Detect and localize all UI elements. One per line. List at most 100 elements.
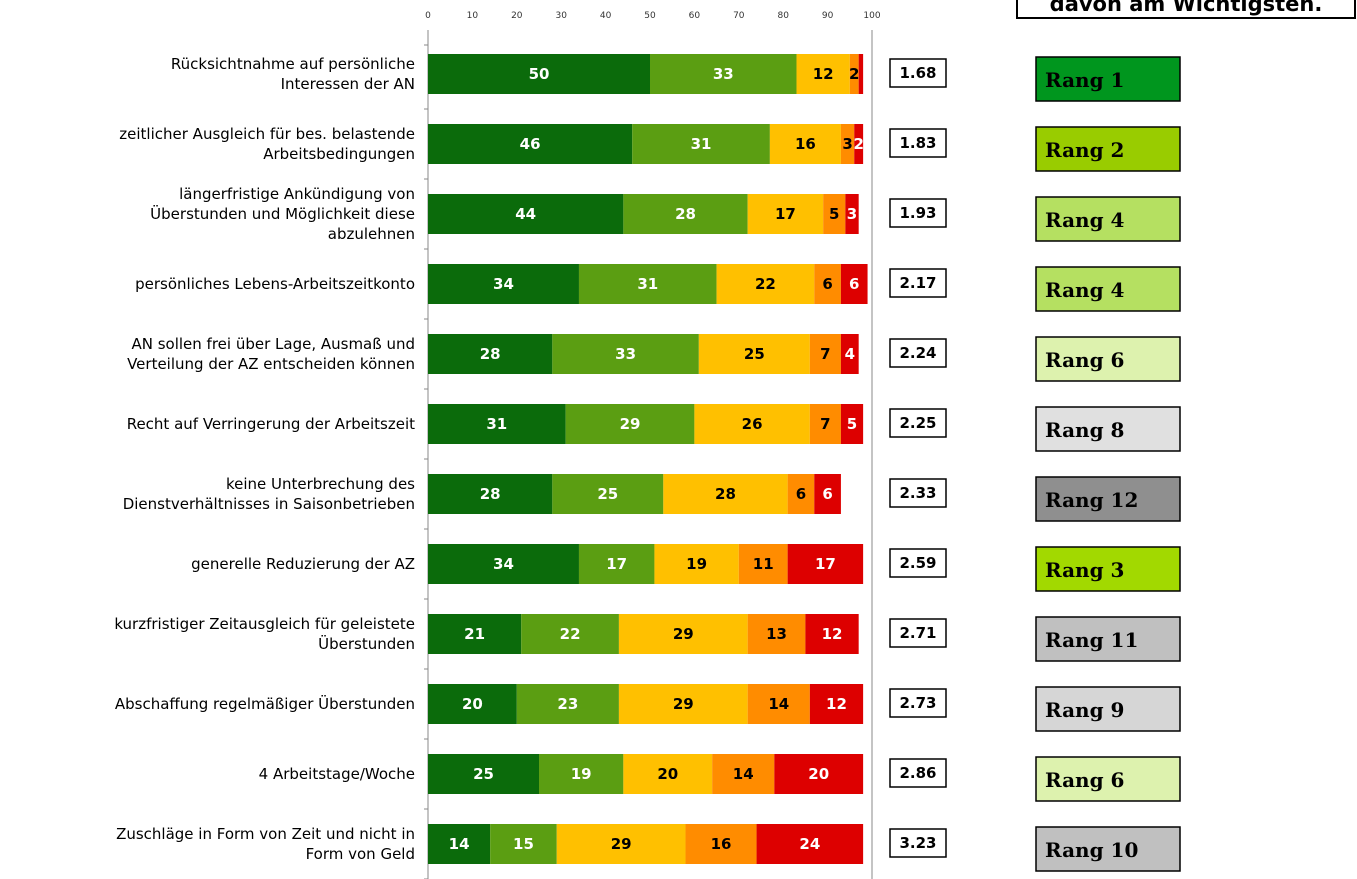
- bar-segment: [556, 824, 686, 864]
- header: davon am Wichtigsten.: [1050, 0, 1323, 16]
- bar-segment: [845, 194, 859, 234]
- x-tick-label: 90: [822, 11, 834, 21]
- bar-segment: [654, 544, 739, 584]
- bar-segment: [814, 264, 841, 304]
- data-label: 17: [606, 555, 627, 573]
- bar-segment: [565, 404, 695, 444]
- category-label: 4 Arbeitstage/Woche: [258, 765, 415, 783]
- data-label: 28: [480, 485, 501, 503]
- average-value: 2.71: [899, 624, 936, 642]
- data-label: 2: [853, 135, 863, 153]
- bar-segment: [854, 124, 864, 164]
- x-tick-label: 70: [733, 11, 745, 21]
- data-label: 29: [611, 835, 632, 853]
- bar-segment: [516, 684, 619, 724]
- bar-segment: [823, 194, 846, 234]
- rank-box: [1035, 686, 1181, 732]
- bar-segment: [796, 54, 850, 94]
- data-label: 20: [808, 765, 829, 783]
- average-box: [889, 58, 947, 88]
- bar-segment: [787, 544, 864, 584]
- x-tick-label: 20: [511, 11, 523, 21]
- data-label: 31: [486, 415, 507, 433]
- data-label: 5: [847, 415, 857, 433]
- data-label: 12: [826, 695, 847, 713]
- category-label: Recht auf Verringerung der Arbeitszeit: [126, 415, 415, 433]
- bar-segment: [428, 824, 491, 864]
- data-label: 5: [829, 205, 839, 223]
- bar-segment: [787, 474, 815, 514]
- data-label: 16: [795, 135, 816, 153]
- data-label: 20: [657, 765, 678, 783]
- x-tick-label: 60: [689, 11, 701, 21]
- rank-box: [1035, 756, 1181, 802]
- data-label: 7: [820, 415, 830, 433]
- bar-segment: [490, 824, 557, 864]
- bar-segment: [809, 684, 864, 724]
- average-value: 1.68: [899, 64, 936, 82]
- data-label: 6: [849, 275, 859, 293]
- rank-label: Rang 12: [1045, 488, 1138, 512]
- bar-segment: [774, 754, 864, 794]
- bar-segment: [650, 54, 797, 94]
- data-label: 15: [513, 835, 534, 853]
- data-label: 6: [796, 485, 806, 503]
- rank-box: [1035, 266, 1181, 312]
- x-tick-label: 0: [425, 11, 431, 21]
- data-label: 4: [845, 345, 855, 363]
- data-label: 25: [597, 485, 618, 503]
- bar-segment: [428, 474, 553, 514]
- average-box: [889, 268, 947, 298]
- average-box: [889, 758, 947, 788]
- bar-segment: [428, 54, 650, 94]
- bar-segment: [623, 754, 713, 794]
- category-label: Rücksichtnahme auf persönliche Interesse…: [170, 55, 415, 93]
- bar-segment: [809, 334, 841, 374]
- bar-segment: [716, 264, 815, 304]
- rank-label: Rang 9: [1045, 698, 1124, 722]
- rank-label: Rang 2: [1045, 138, 1124, 162]
- rank-label: Rang 6: [1045, 768, 1124, 792]
- x-tick-label: 100: [863, 11, 880, 21]
- rank-label: Rang 10: [1045, 838, 1138, 862]
- data-label: 14: [733, 765, 754, 783]
- data-label: 21: [464, 625, 485, 643]
- data-label: 3: [842, 135, 852, 153]
- bar-segment: [712, 754, 775, 794]
- average-value: 2.25: [899, 414, 936, 432]
- bar-segment: [809, 404, 841, 444]
- data-label: 28: [715, 485, 736, 503]
- average-box: [889, 408, 947, 438]
- data-label: 34: [493, 555, 514, 573]
- bar-segment: [428, 544, 579, 584]
- average-value: 1.93: [899, 204, 936, 222]
- category-label: AN sollen frei über Lage, Ausmaß und Ver…: [127, 335, 415, 373]
- rank-label: Rang 4: [1045, 278, 1125, 302]
- data-label: 34: [493, 275, 514, 293]
- bar-segment: [663, 474, 788, 514]
- data-label: 33: [713, 65, 734, 83]
- category-label: kurzfristiger Zeitausgleich für geleiste…: [114, 615, 415, 653]
- bar-segment: [428, 124, 633, 164]
- data-label: 7: [820, 345, 830, 363]
- data-label: 24: [799, 835, 820, 853]
- average-value: 2.33: [899, 484, 936, 502]
- rank-box: [1035, 196, 1181, 242]
- data-label: 11: [753, 555, 774, 573]
- bar-segment: [521, 614, 619, 654]
- average-value: 2.73: [899, 694, 936, 712]
- x-tick-label: 50: [644, 11, 656, 21]
- data-label: 29: [673, 625, 694, 643]
- category-label: längerfristige Ankündigung von Überstund…: [150, 185, 415, 243]
- rank-label: Rang 11: [1045, 628, 1138, 652]
- data-label: 13: [766, 625, 787, 643]
- bar-segment: [428, 614, 522, 654]
- average-box: [889, 338, 947, 368]
- rank-box: [1035, 56, 1181, 102]
- data-label: 20: [462, 695, 483, 713]
- data-label: 12: [813, 65, 834, 83]
- x-tick-label: 40: [600, 11, 612, 21]
- bar-segment: [858, 54, 864, 94]
- bar-segment: [428, 194, 624, 234]
